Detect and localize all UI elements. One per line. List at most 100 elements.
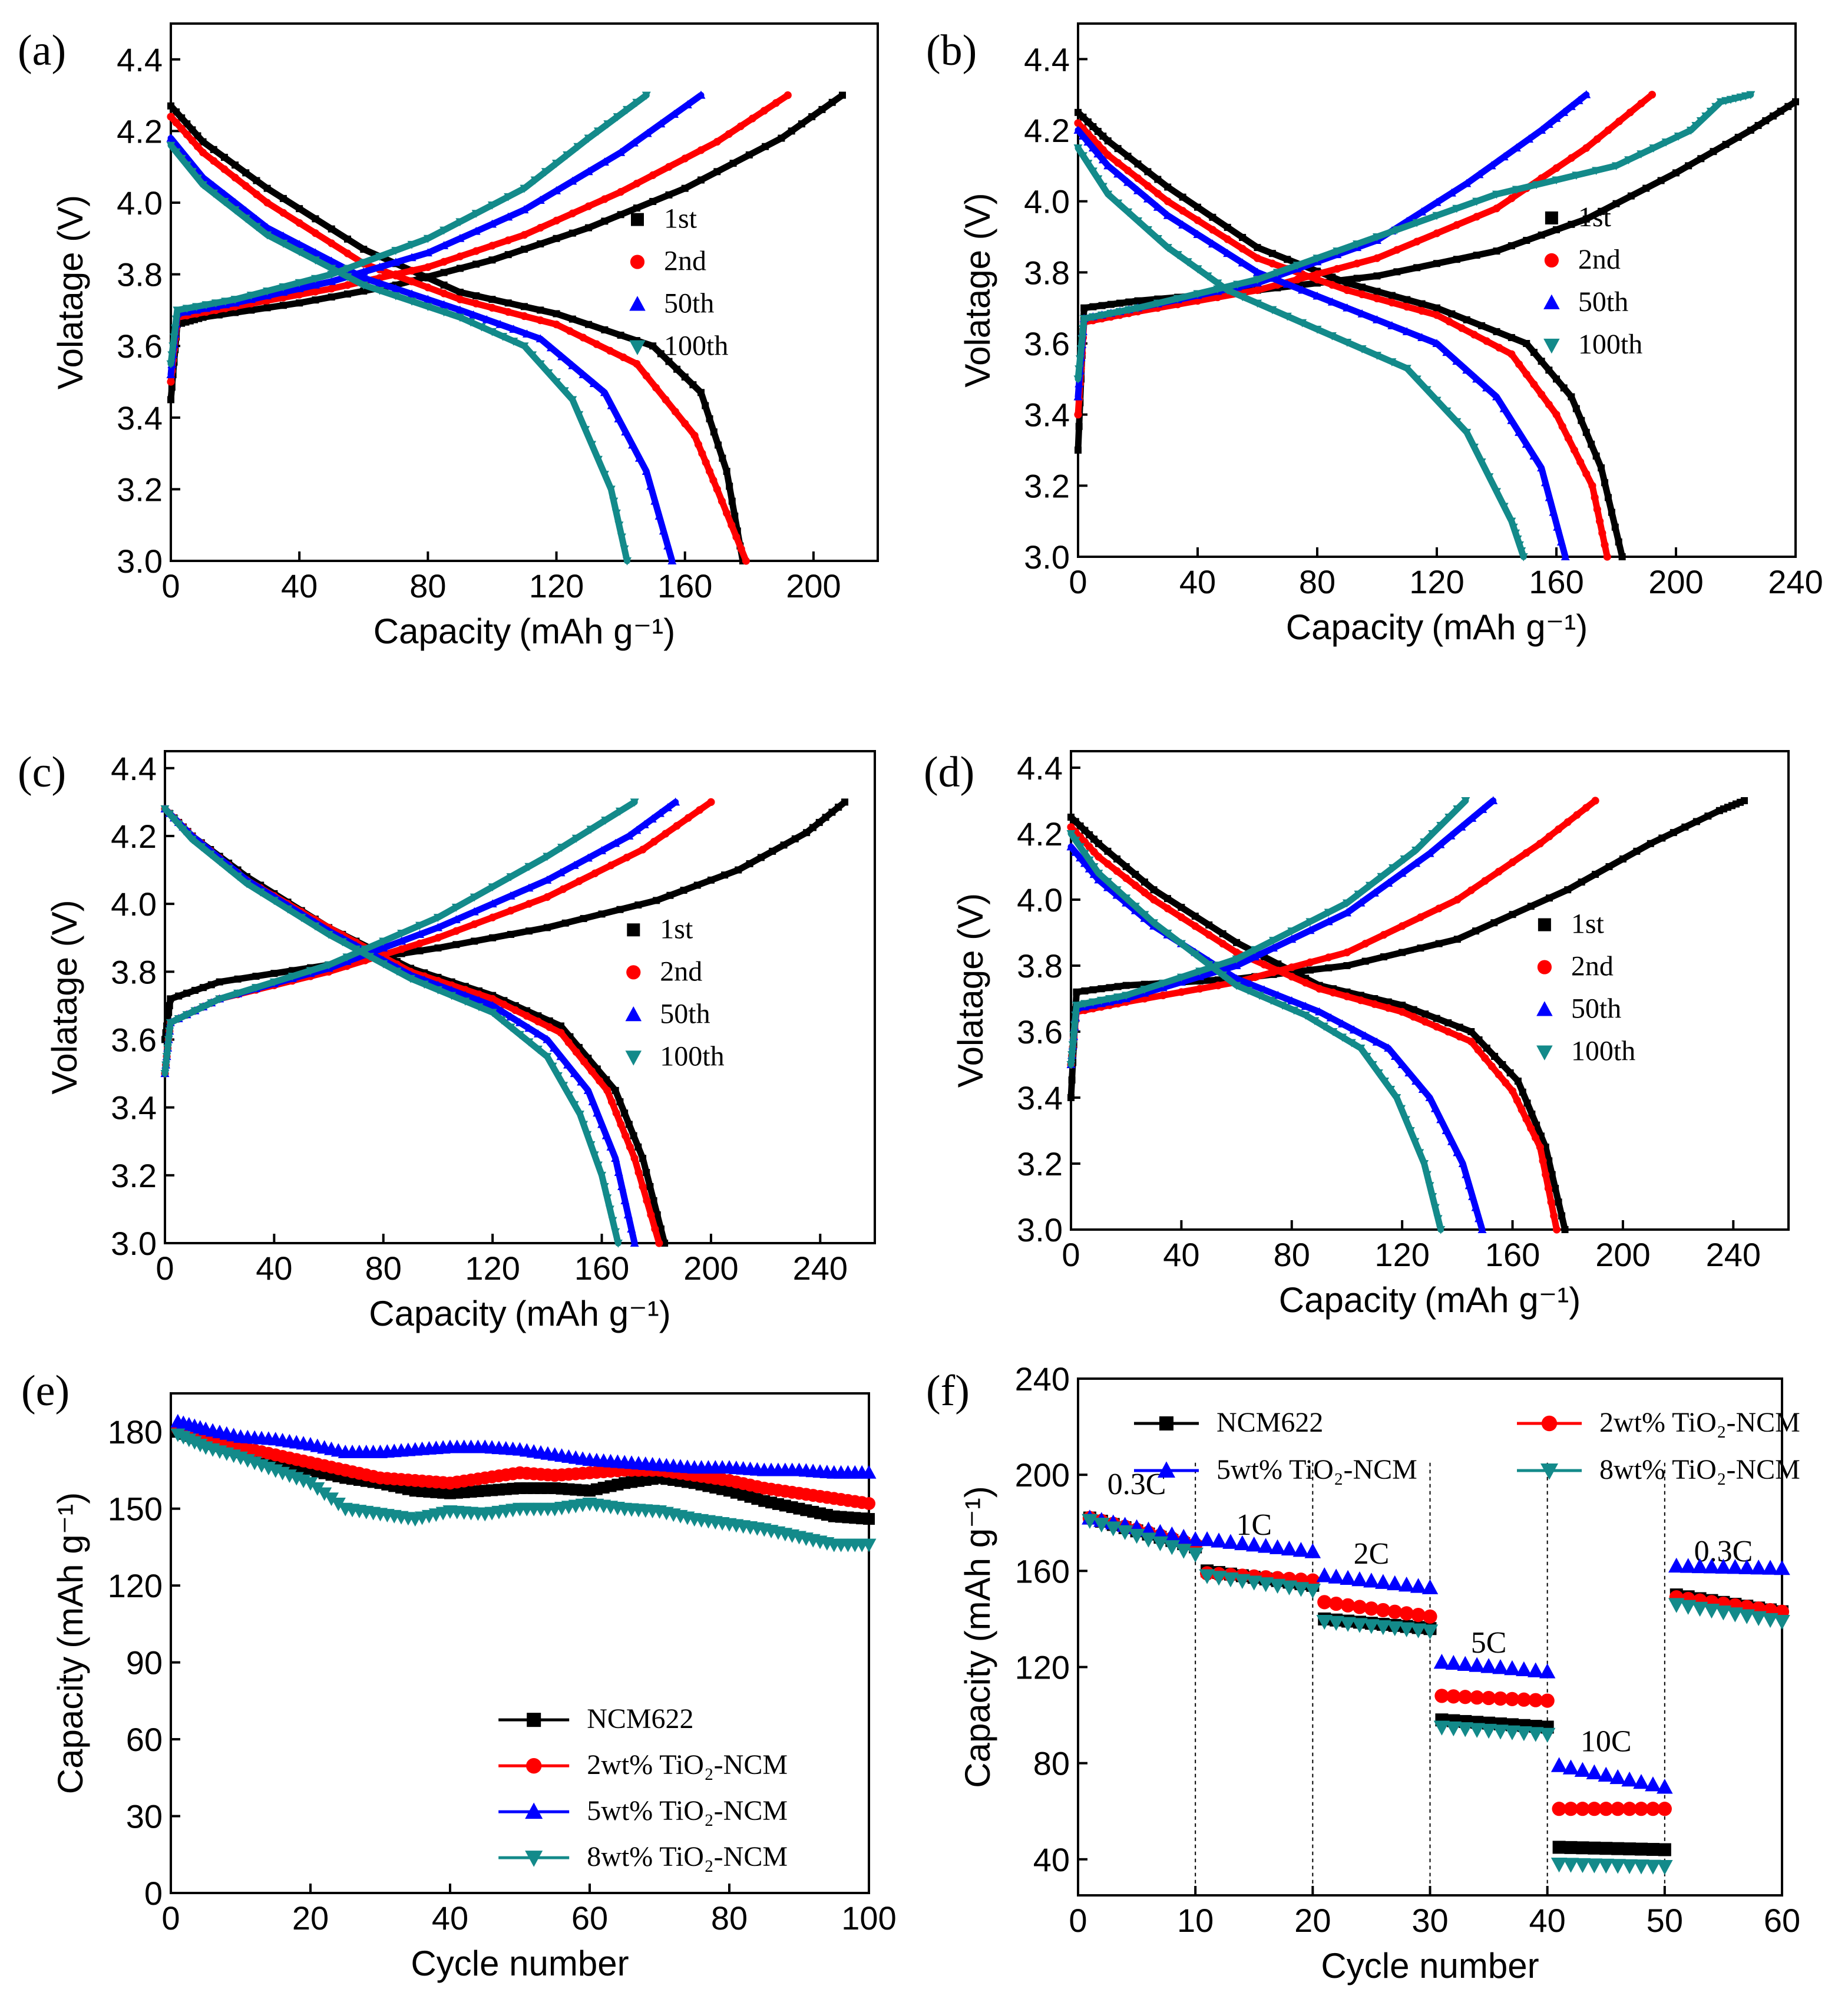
axes-frame (164, 750, 876, 1244)
y-tick-label: 3.6 (1017, 1013, 1063, 1050)
charge-markers (161, 798, 715, 1078)
discharge-markers (167, 113, 750, 565)
legend-label-0: NCM622 (1216, 1407, 1323, 1438)
y-tick-label: 4.2 (1017, 815, 1063, 853)
y-tick-label: 3.2 (1017, 1145, 1063, 1182)
legend-label-100th: 100th (664, 331, 728, 362)
legend-label-2: 5wt% TiO₂-NCM (587, 1795, 788, 1826)
x-tick-label: 160 (657, 567, 712, 604)
legend-label-3: 8wt% TiO₂-NCM (587, 1841, 788, 1872)
y-axis-label: Volatage (V) (51, 195, 90, 389)
x-axis-label: Capacity (mAh g⁻¹) (1286, 607, 1588, 647)
y-tick-label: 3.8 (117, 256, 163, 293)
series-100th (1073, 91, 1756, 561)
charge-markers (160, 798, 639, 1078)
discharge-curve (1067, 824, 1560, 1233)
x-tick-label: 200 (683, 1250, 738, 1287)
x-tick-label: 20 (1294, 1902, 1331, 1939)
series-5wt% TiO₂-NCM (1082, 1509, 1790, 1794)
panel-a: (a) 0 40 80 120 160 200 3.0 3.2 3.4 3.6 3.8 4.0 4.2 4.… (18, 22, 879, 651)
axes-frame (1077, 22, 1797, 558)
x-tick-label: 240 (1768, 563, 1823, 600)
x-axis-label: Capacity (mAh g⁻¹) (369, 1294, 670, 1333)
x-tick-label: 0 (161, 567, 180, 604)
x-tick-label: 40 (256, 1250, 292, 1287)
panel-label: (c) (18, 748, 66, 797)
charge-curve (1067, 797, 1469, 1068)
discharge-markers (1066, 830, 1446, 1234)
axes-frame (170, 22, 879, 562)
y-tick-label: 3.6 (1024, 325, 1070, 362)
series-100th (1066, 797, 1470, 1234)
series-2nd (1067, 797, 1599, 1234)
discharge-markers (1067, 814, 1569, 1233)
discharge-markers (166, 141, 632, 566)
rate-label: 5C (1471, 1626, 1507, 1660)
y-tick-label: 4.2 (111, 818, 157, 855)
panel-b: (b) 0 40 80 120 160 200 240 3.0 3.2 3.4 3.6 3.8 4.0 4.… (926, 22, 1823, 647)
x-tick-label: 40 (432, 1899, 468, 1937)
legend-label-2nd: 2nd (660, 956, 702, 987)
x-tick-label: 160 (574, 1250, 629, 1287)
x-tick-label: 80 (1299, 563, 1335, 600)
y-tick-label: 4.2 (117, 113, 163, 150)
legend-label-1st: 1st (660, 913, 693, 944)
legend-label-2nd: 2nd (1578, 244, 1621, 275)
discharge-markers (160, 805, 623, 1248)
y-tick-label: 180 (108, 1413, 163, 1451)
legend: 1st 2nd 50th 100th (1543, 201, 1642, 360)
y-tick-label: 3.4 (1017, 1079, 1063, 1116)
panel-f: (f) 0 10 20 30 40 50 60 40 80 120 160 200 240 Cycle nu… (926, 1360, 1800, 1985)
panel-e: (e) 0 20 40 60 80 100 0 30 60 90 120 150 180 Cycle num… (21, 1367, 897, 1983)
series-50th (166, 90, 706, 564)
legend-label-2: 5wt% TiO₂-NCM (1216, 1454, 1417, 1485)
y-tick-label: 3.4 (1024, 397, 1070, 434)
series-2nd (1074, 91, 1656, 561)
y-tick-label: 4.0 (1024, 183, 1070, 220)
y-axis-label: Capacity(mAh g⁻¹) (51, 1492, 90, 1794)
y-tick-label: 3.2 (1024, 467, 1070, 504)
legend-label-100th: 100th (660, 1040, 724, 1072)
x-tick-label: 200 (1648, 563, 1703, 600)
x-axis-label: Capacity (mAh g⁻¹) (373, 612, 675, 651)
x-tick-label: 0 (161, 1899, 180, 1937)
panel-label: (e) (21, 1367, 70, 1415)
legend-label-2nd: 2nd (1571, 951, 1614, 982)
x-tick-label: 80 (711, 1899, 748, 1937)
series-8wt% TiO₂-NCM (170, 1428, 877, 1552)
cycle-markers (170, 1413, 877, 1479)
x-tick-label: 0 (1062, 1236, 1080, 1273)
series-100th (160, 798, 639, 1248)
charge-markers (1067, 797, 1599, 1069)
y-tick-label: 240 (1015, 1360, 1070, 1398)
charge-curve (167, 92, 846, 403)
x-tick-label: 0 (1069, 1902, 1087, 1939)
discharge-markers (1073, 144, 1528, 561)
x-tick-label: 160 (1485, 1236, 1540, 1273)
y-tick-label: 4.4 (1017, 749, 1063, 787)
x-tick-label: 120 (1409, 563, 1464, 600)
legend-label-50th: 50th (1571, 993, 1621, 1025)
y-tick-label: 3.8 (1024, 254, 1070, 291)
legend-label-1st: 1st (664, 203, 697, 234)
y-tick-label: 4.0 (111, 886, 157, 923)
series-NCM622 (1083, 1511, 1789, 1856)
y-tick-label: 3.2 (117, 471, 163, 508)
series-100th (166, 91, 651, 566)
panel-label: (f) (926, 1367, 970, 1415)
series-5wt% TiO₂-NCM (170, 1413, 877, 1479)
y-axis-label: Capacity(mAh g⁻¹) (958, 1486, 997, 1788)
y-tick-label: 3.0 (1024, 538, 1070, 576)
y-tick-label: 3.2 (111, 1157, 157, 1194)
y-tick-label: 3.0 (117, 543, 163, 580)
x-tick-label: 120 (465, 1250, 520, 1287)
panel-d: (d) 0 40 80 120 160 200 240 3.0 3.2 3.4 3.6 3.8 4.0 4.… (924, 748, 1790, 1320)
x-tick-label: 80 (409, 567, 446, 604)
legend: 1st 2nd 50th 100th (625, 913, 725, 1072)
legend: 1st 2nd 50th 100th (1536, 908, 1635, 1067)
discharge-curve (1067, 830, 1444, 1233)
x-tick-label: 200 (1595, 1236, 1650, 1273)
x-tick-label: 40 (1163, 1236, 1199, 1273)
y-axis-label: Volatage (V) (45, 900, 84, 1094)
y-tick-label: 4.4 (111, 750, 157, 787)
